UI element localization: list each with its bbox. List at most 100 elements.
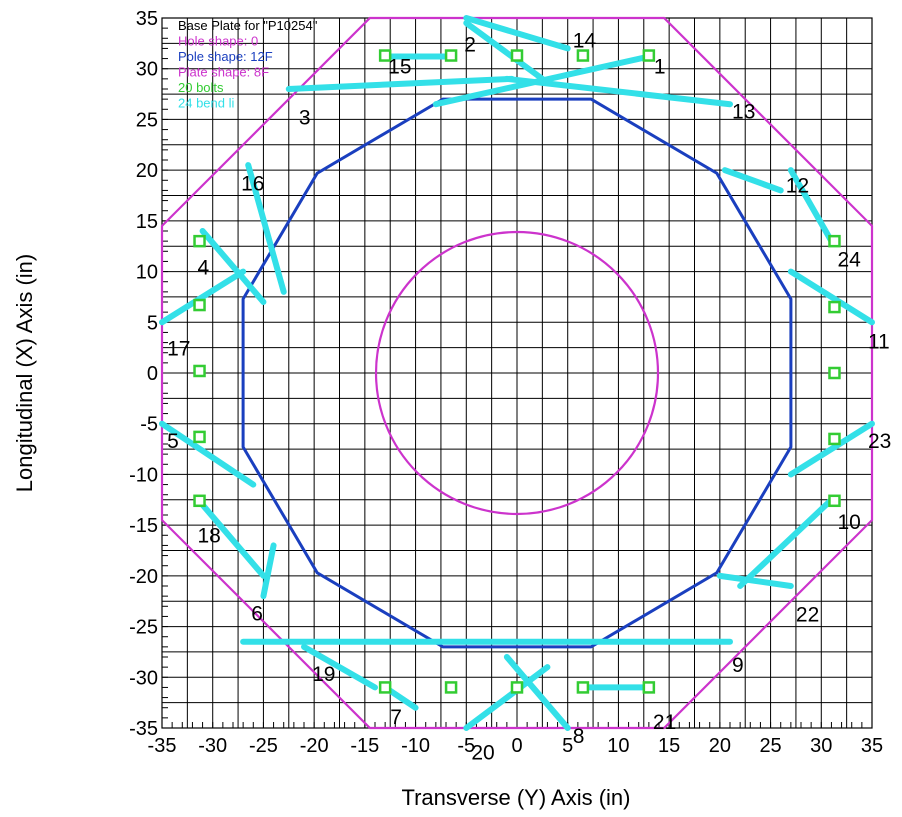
- x-tick-label: -10: [401, 735, 430, 757]
- y-tick-label: -10: [129, 464, 158, 486]
- bend-label-4: 4: [198, 257, 210, 280]
- legend-entry-5: 20 bolts: [178, 80, 224, 95]
- bend-line-16: [245, 162, 287, 295]
- bolt-marker-8: [828, 366, 841, 380]
- legend-entry-1: Base Plate for "P10254": [178, 18, 318, 33]
- grid: [161, 17, 873, 729]
- bend-line-5: [159, 420, 257, 488]
- y-tick-label: -15: [129, 515, 158, 537]
- bend-label-20: 20: [471, 741, 494, 764]
- bolt-marker-20: [193, 234, 206, 248]
- bolt-marker-11: [642, 681, 656, 694]
- bend-line-18: [199, 501, 267, 579]
- bend-label-21: 21: [653, 711, 676, 734]
- y-tick-label: 0: [147, 363, 158, 385]
- bend-label-6: 6: [251, 602, 263, 625]
- center-hole: [374, 230, 660, 516]
- bolt-marker-4: [576, 49, 590, 62]
- bend-line-6: [260, 542, 277, 600]
- x-tick-label: -25: [249, 735, 278, 757]
- y-tick-label: -30: [129, 667, 158, 689]
- bend-line-11: [787, 268, 875, 326]
- bend-line-17: [159, 268, 247, 326]
- x-tick-label: -15: [350, 735, 379, 757]
- bend-line-4: [199, 228, 267, 305]
- bend-label-23: 23: [868, 430, 891, 453]
- y-tick-label: 10: [136, 262, 158, 284]
- bolt-marker-16: [193, 494, 206, 508]
- bend-label-14: 14: [573, 29, 597, 52]
- bend-line-20: [463, 664, 551, 731]
- bolt-marker-3: [510, 49, 524, 62]
- bolt-marker-9: [828, 432, 841, 446]
- x-tick-label: 20: [709, 735, 731, 757]
- legend: Base Plate for "P10254"Hole shape: 0Pole…: [178, 18, 318, 111]
- bend-label-16: 16: [241, 172, 264, 195]
- x-tick-label: 35: [861, 735, 883, 757]
- bend-label-12: 12: [786, 174, 809, 197]
- pole-outline: [241, 97, 793, 649]
- bend-label-5: 5: [167, 430, 179, 453]
- y-tick-label: 30: [136, 59, 158, 81]
- bend-line-24: [787, 167, 835, 245]
- legend-entry-6: 24 bend li: [178, 96, 234, 111]
- bend-label-9: 9: [732, 654, 744, 677]
- pole-layer: [241, 97, 793, 649]
- bend-label-19: 19: [312, 663, 335, 686]
- bend-line-2: [463, 20, 546, 82]
- x-tick-label: -35: [148, 735, 177, 757]
- y-tick-label: 20: [136, 160, 158, 182]
- bend-line-23: [787, 420, 875, 478]
- bolt-marker-18: [193, 364, 206, 378]
- bend-label-2: 2: [464, 33, 476, 56]
- y-tick-label: -5: [140, 414, 158, 436]
- y-tick-label: 35: [136, 8, 158, 30]
- bend-label-3: 3: [299, 106, 311, 129]
- y-tick-label: -25: [129, 617, 158, 639]
- y-tick-label: 15: [136, 211, 158, 233]
- bend-line-8: [503, 654, 571, 731]
- y-tick-label: 5: [147, 312, 158, 334]
- bend-label-13: 13: [732, 100, 755, 123]
- bend-line-10: [737, 496, 835, 589]
- x-tick-label: 0: [511, 735, 522, 757]
- bend-line-22: [716, 572, 794, 589]
- bolt-marker-14: [444, 681, 458, 694]
- x-tick-label: -30: [198, 735, 227, 757]
- bend-line-19: [301, 643, 378, 691]
- legend-entry-4: Plate shape: 8F: [178, 65, 269, 80]
- bend-lines-layer: [159, 15, 875, 731]
- y-tick-label: -35: [129, 718, 158, 740]
- x-tick-label: 10: [607, 735, 629, 757]
- bend-label-17: 17: [167, 338, 190, 361]
- bend-label-1: 1: [654, 56, 666, 79]
- bolt-marker-2: [444, 49, 458, 62]
- bolt-marker-5: [642, 49, 656, 62]
- x-tick-label: 30: [810, 735, 832, 757]
- y-tick-label: 25: [136, 109, 158, 131]
- bend-line-13: [503, 75, 733, 108]
- x-axis-title: Transverse (Y) Axis (in): [401, 785, 630, 810]
- bend-label-18: 18: [198, 524, 221, 547]
- y-axis-title: Longitudinal (X) Axis (in): [12, 254, 37, 492]
- x-tick-label: -20: [300, 735, 329, 757]
- bend-line-14: [463, 15, 571, 52]
- tick-labels: -35 -30 -25 -20 -15 -10 -5 0 5 10 15 20 25 30 35353025…: [129, 8, 883, 757]
- y-tick-label: -20: [129, 566, 158, 588]
- bend-label-8: 8: [573, 725, 585, 748]
- bolt-marker-19: [193, 298, 206, 312]
- legend-entry-3: Pole shape: 12F: [178, 49, 273, 64]
- x-tick-label: 5: [562, 735, 573, 757]
- bolt-marker-1: [378, 49, 392, 62]
- bend-label-24: 24: [838, 248, 862, 271]
- bend-line-12: [721, 167, 784, 194]
- x-tick-label: -5: [457, 735, 475, 757]
- bolt-marker-6: [828, 234, 841, 248]
- bend-label-22: 22: [796, 603, 819, 626]
- x-tick-label: 25: [759, 735, 781, 757]
- bolt-marker-12: [576, 681, 590, 694]
- bolt-marker-10: [828, 494, 841, 508]
